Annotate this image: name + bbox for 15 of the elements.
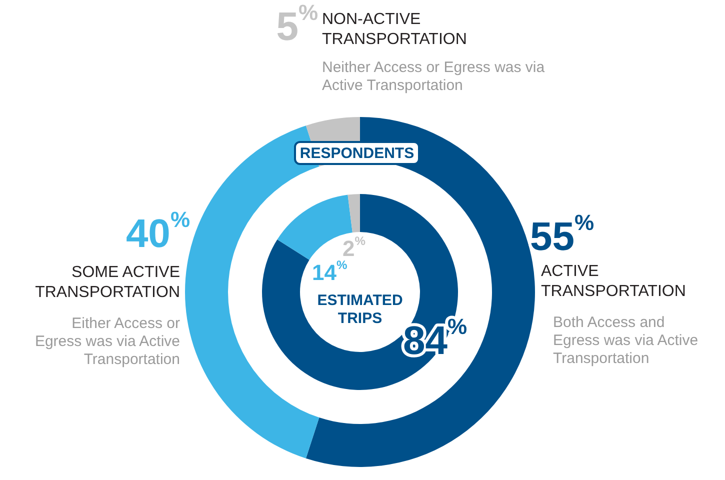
data-label: 14$^{%}$ (312, 258, 348, 285)
slice-label: ACTIVE TRANSPORTATION (541, 263, 686, 300)
text: RESPONDENTS (300, 145, 414, 162)
donut-slice (277, 194, 352, 260)
text: Neither Access or Egress was via Active Transportation (322, 59, 546, 94)
donut-slice (348, 194, 360, 232)
data-label: 55$^{%}$ (530, 210, 594, 259)
text: Both Access and Egress was via Active Transportation (553, 314, 698, 367)
slice-label: SOME ACTIVE TRANSPORTATION (35, 264, 180, 301)
data-label: 2$^{%}$ (342, 234, 366, 261)
text: Either Access or Egress was via Active Transportation (34, 315, 180, 368)
data-label: 40$^{%}$ (126, 207, 190, 256)
slice-label: NON-ACTIVE TRANSPORTATION (322, 11, 467, 48)
data-label: 5$^{%}$ (276, 0, 318, 49)
text: ESTIMATED TRIPS (317, 292, 403, 327)
